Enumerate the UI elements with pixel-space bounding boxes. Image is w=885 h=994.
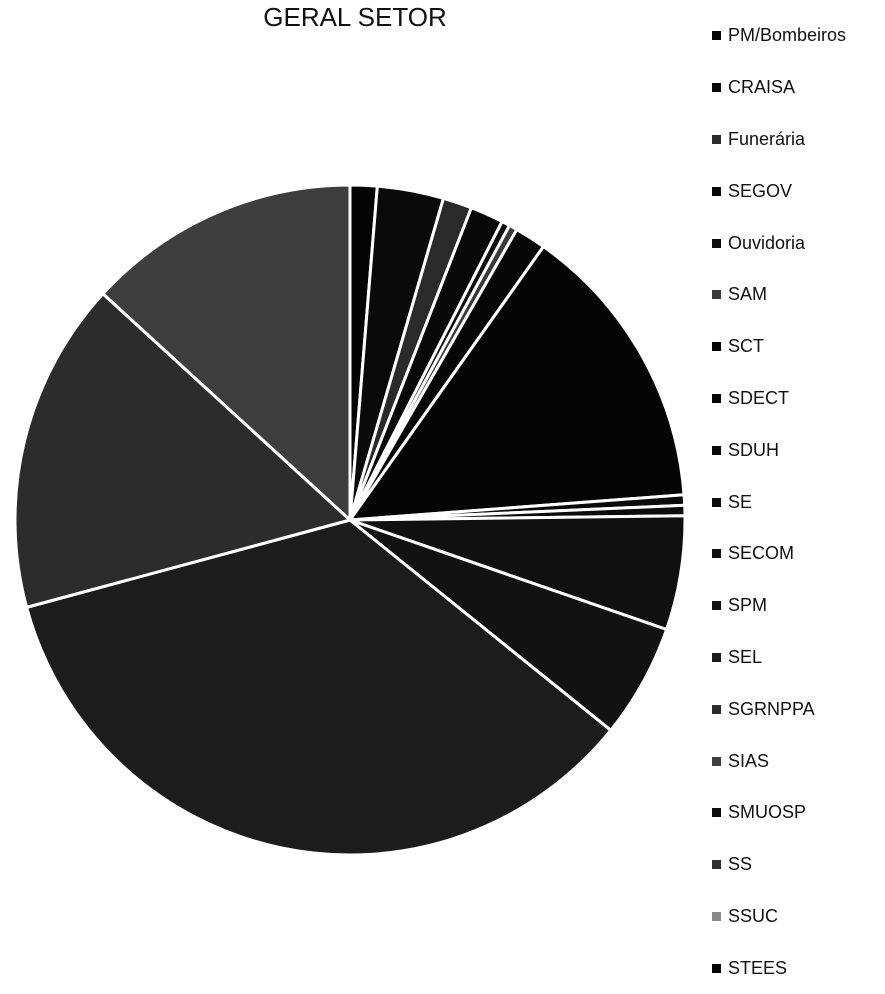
- legend-swatch: [712, 911, 721, 921]
- legend-item: SAM: [712, 269, 882, 321]
- legend-swatch: [712, 756, 721, 766]
- legend-label: SMUOSP: [728, 802, 807, 823]
- legend-label: SEL: [728, 646, 763, 667]
- legend-label: Ouvidoria: [728, 232, 806, 253]
- legend-item: SGRNPPA: [712, 683, 882, 735]
- legend-item: SMUOSP: [712, 787, 882, 839]
- legend-item: PM/Bombeiros: [712, 10, 882, 62]
- legend-label: SDECT: [728, 387, 790, 408]
- legend-item: CRAISA: [712, 62, 882, 114]
- legend-swatch: [712, 83, 721, 93]
- legend-label: SCT: [728, 336, 764, 357]
- legend-item: SDECT: [712, 373, 882, 425]
- chart-title: GERAL SETOR: [263, 2, 447, 32]
- legend-swatch: [712, 342, 721, 352]
- pie-slice-sdect: [346, 244, 686, 522]
- legend-item: SPM: [712, 580, 882, 632]
- legend-label: SEGOV: [728, 180, 793, 201]
- legend-label: CRAISA: [728, 77, 796, 98]
- legend-item: Ouvidoria: [712, 217, 882, 269]
- legend-label: STEES: [728, 957, 788, 978]
- legend-swatch: [712, 445, 721, 455]
- legend-swatch: [712, 601, 721, 611]
- pie-slice-sias: [100, 183, 352, 524]
- legend-label: SS: [728, 854, 753, 875]
- legend-item: SCT: [712, 321, 882, 373]
- legend-swatch: [712, 134, 721, 144]
- legend-swatch: [712, 290, 721, 300]
- legend-label: SECOM: [728, 543, 795, 564]
- legend-label: SAM: [728, 284, 768, 305]
- legend-swatch: [712, 497, 721, 507]
- legend-swatch: [712, 31, 721, 41]
- legend-item: SSUC: [712, 891, 882, 943]
- legend-item: SE: [712, 476, 882, 528]
- legend-item: SDUH: [712, 424, 882, 476]
- legend-label: SSUC: [728, 905, 779, 926]
- legend-label: SDUH: [728, 439, 780, 460]
- legend-swatch: [712, 808, 721, 818]
- legend-swatch: [712, 186, 721, 196]
- legend-item: SEGOV: [712, 165, 882, 217]
- legend-swatch: [712, 963, 721, 973]
- legend-swatch: [712, 393, 721, 403]
- legend-item: STEES: [712, 942, 882, 994]
- legend-label: SGRNPPA: [728, 698, 815, 719]
- legend-item: Funerária: [712, 114, 882, 166]
- legend-label: PM/Bombeiros: [728, 25, 847, 46]
- legend-swatch: [712, 238, 721, 248]
- legend-swatch: [712, 704, 721, 714]
- legend-swatch: [712, 549, 721, 559]
- pie-slice-sel: [24, 518, 613, 857]
- legend-label: SPM: [728, 595, 768, 616]
- legend-item: SS: [712, 839, 882, 891]
- legend-item: SECOM: [712, 528, 882, 580]
- legend-item: SEL: [712, 632, 882, 684]
- legend-label: SE: [728, 491, 753, 512]
- legend: PM/Bombeiros CRAISA Funerária SEGOV Ouvidori…: [712, 10, 882, 994]
- legend-swatch: [712, 860, 721, 870]
- legend-label: SIAS: [728, 750, 770, 771]
- pie-slice-sgrnppa: [13, 291, 354, 610]
- legend-item: SIAS: [712, 735, 882, 787]
- legend-label: Funerária: [728, 128, 806, 149]
- legend-swatch: [712, 652, 721, 662]
